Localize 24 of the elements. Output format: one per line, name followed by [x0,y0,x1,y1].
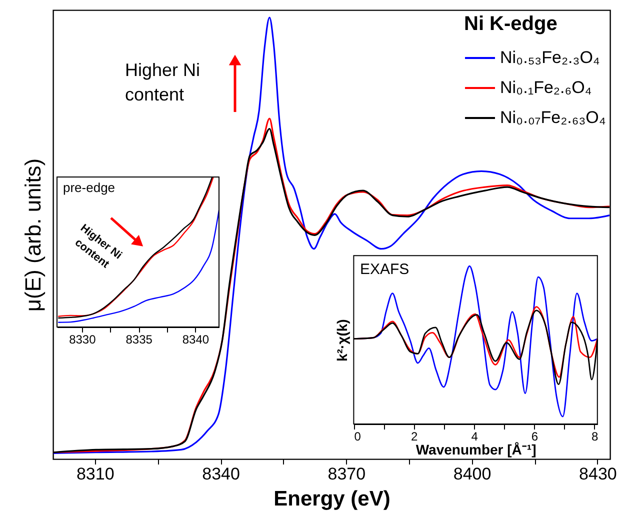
x-tick-label: 0 [354,430,362,444]
x-tick-label: 8330 [69,332,96,346]
x-tick-label: 2 [411,430,418,444]
x-tick-label: 6 [531,430,538,444]
x-tick-label: 8370 [328,464,366,484]
legend-label: Ni₀.₀₇Fe₂.₆₃O₄ [500,108,606,127]
x-axis-title: Wavenumber [Å⁻¹] [416,442,536,458]
x-tick-label: 4 [471,430,478,444]
legend-label: Ni₀.₅₃Fe₂.₃O₄ [500,48,600,67]
chart-title: pre-edge [63,180,116,195]
chart-title: EXAFS [360,261,410,278]
x-axis-title: Energy (eV) [274,488,390,510]
x-tick-label: 8 [592,430,599,444]
x-tick-label: 8400 [453,464,492,484]
y-axis-title: k²·χ(k) [334,319,350,362]
annotation: Higher Ni content [125,60,200,104]
x-tick-label: 8340 [202,464,240,484]
x-tick-label: 8340 [182,332,210,346]
y-axis-title: μ(E) (arb. units) [20,158,46,312]
x-tick-label: 8335 [126,332,153,346]
x-tick-label: 8310 [76,464,114,484]
x-tick-label: 8430 [579,464,617,484]
legend-label: Ni₀.₁Fe₂.₆O₄ [500,78,592,97]
legend-title: Ni K-edge [464,13,558,35]
